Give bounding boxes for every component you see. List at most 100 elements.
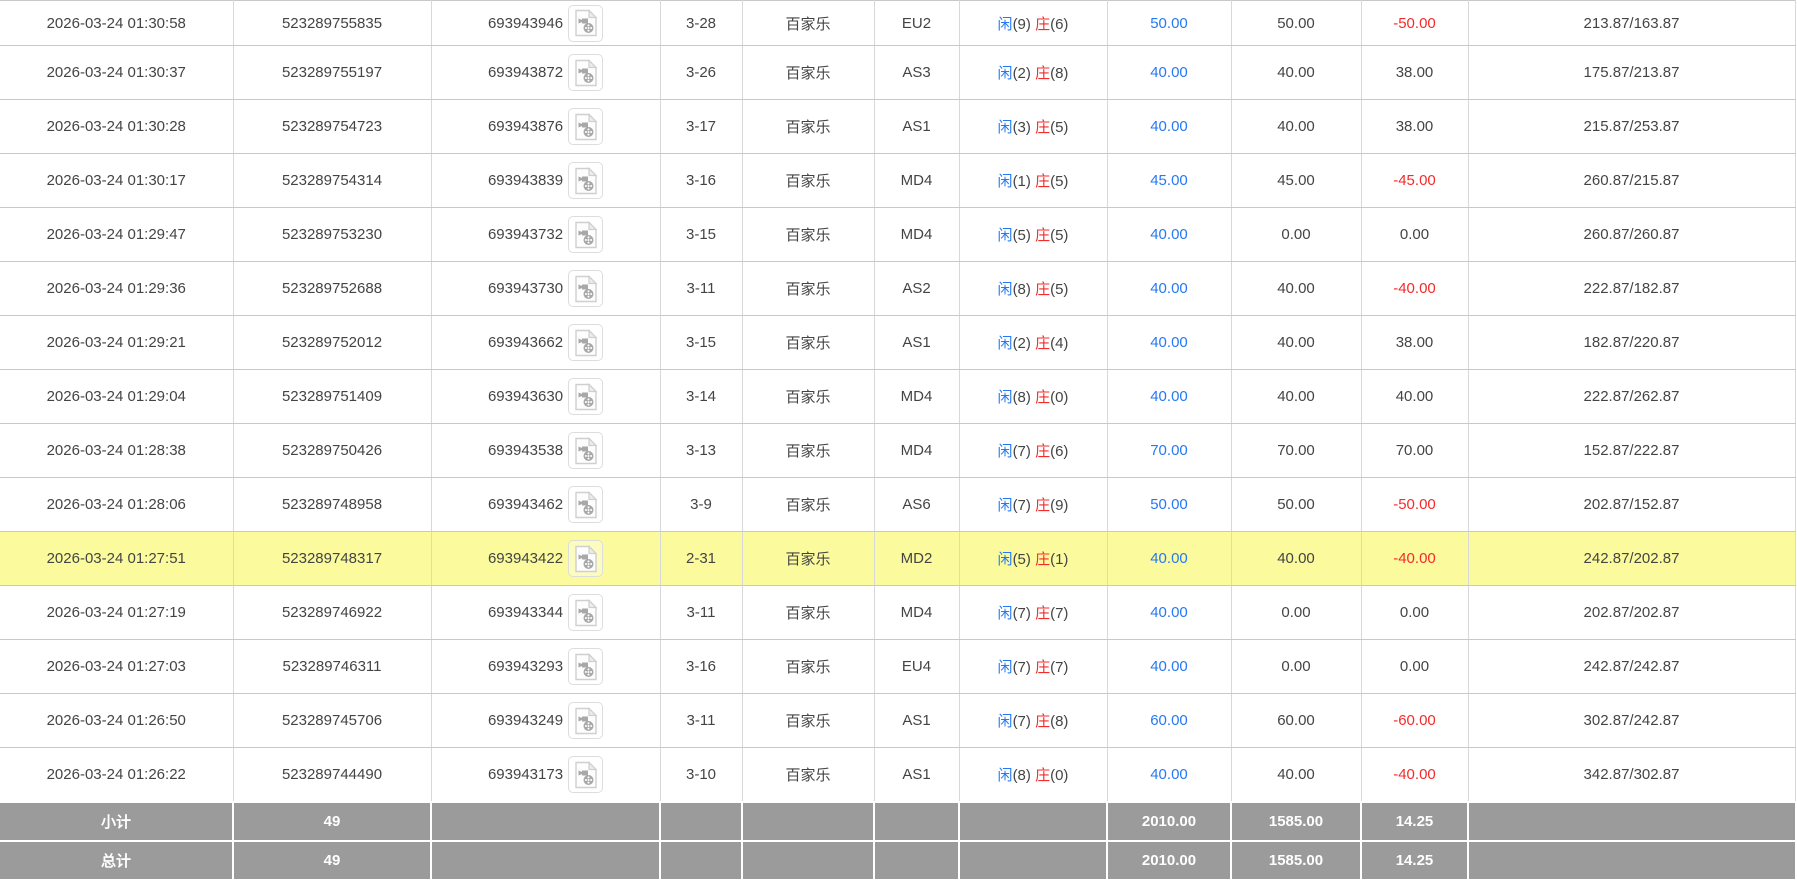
result-banker-score: (9): [1050, 497, 1069, 514]
video-replay-button[interactable]: [568, 486, 604, 523]
cell-bet-id: 523289750426: [233, 423, 432, 478]
result-player-label: 闲: [997, 713, 1013, 730]
cell-bet-amount: 40.00: [1107, 639, 1232, 694]
result-banker-score: (5): [1050, 173, 1069, 190]
cell-winloss: -40.00: [1361, 261, 1469, 316]
video-replay-button[interactable]: [568, 324, 604, 361]
game-id-wrap: 693943872: [488, 54, 604, 91]
cell-result: 闲(2) 庄(4): [959, 315, 1108, 370]
cell-result: 闲(9) 庄(6): [959, 0, 1108, 46]
cell-game-id: 693943662: [431, 315, 661, 370]
cell-table-code: MD4: [874, 423, 960, 478]
video-replay-button[interactable]: [568, 162, 604, 199]
result-banker-score: (7): [1050, 659, 1069, 676]
video-replay-button[interactable]: [568, 4, 604, 42]
cell-game-name: 百家乐: [742, 99, 875, 154]
table-row[interactable]: 2026-03-24 01:27:19 523289746922 693943344…: [0, 585, 1796, 640]
cell-game-id: 693943630: [431, 369, 661, 424]
table-row[interactable]: 2026-03-24 01:26:22 523289744490 693943173…: [0, 747, 1796, 803]
result-banker-score: (8): [1050, 713, 1069, 730]
table-row[interactable]: 2026-03-24 01:30:17 523289754314 693943839…: [0, 153, 1796, 208]
summary-row: 总计 49 2010.00 1585.00 14.25: [0, 840, 1795, 881]
summary-empty: [958, 840, 1108, 881]
summary-empty: [1467, 801, 1795, 842]
result-player-label: 闲: [997, 227, 1013, 244]
game-id-wrap: 693943462: [488, 486, 604, 523]
table-row[interactable]: 2026-03-24 01:28:06 523289748958 693943462…: [0, 477, 1796, 532]
result-banker-score: (0): [1050, 767, 1069, 784]
video-replay-button[interactable]: [568, 378, 604, 415]
summary-label: 小计: [0, 801, 234, 842]
result-player-label: 闲: [997, 767, 1013, 784]
table-row[interactable]: 2026-03-24 01:29:47 523289753230 693943732…: [0, 207, 1796, 262]
video-replay-button[interactable]: [568, 432, 604, 469]
cell-game-id: 693943293: [431, 639, 661, 694]
cell-valid-amount: 40.00: [1231, 315, 1362, 370]
video-file-icon: [574, 544, 598, 573]
table-row-selected[interactable]: 2026-03-24 01:27:51 523289748317 693943422…: [0, 531, 1796, 586]
video-replay-button[interactable]: [568, 594, 604, 631]
video-replay-button[interactable]: [568, 54, 604, 91]
table-row[interactable]: 2026-03-24 01:29:36 523289752688 693943730…: [0, 261, 1796, 316]
video-replay-button[interactable]: [568, 108, 604, 145]
table-row[interactable]: 2026-03-24 01:28:38 523289750426 693943538…: [0, 423, 1796, 478]
cell-bet-id: 523289744490: [233, 747, 432, 803]
summary-row: 小计 49 2010.00 1585.00 14.25: [0, 801, 1795, 842]
cell-bet-amount: 40.00: [1107, 747, 1232, 803]
result-banker-label: 庄: [1035, 281, 1051, 298]
cell-time: 2026-03-24 01:30:58: [0, 0, 234, 46]
video-file-icon: [574, 166, 598, 195]
video-replay-button[interactable]: [568, 270, 604, 307]
cell-bet-id: 523289754314: [233, 153, 432, 208]
cell-result: 闲(1) 庄(5): [959, 153, 1108, 208]
summary-winloss-total: 14.25: [1360, 801, 1469, 842]
video-replay-button[interactable]: [568, 216, 604, 253]
cell-round: 3-16: [660, 639, 743, 694]
cell-game-id: 693943344: [431, 585, 661, 640]
cell-time: 2026-03-24 01:28:06: [0, 477, 234, 532]
game-id-value: 693943249: [487, 712, 564, 729]
video-file-icon: [574, 760, 598, 789]
game-id-value: 693943538: [487, 442, 564, 459]
cell-bet-id: 523289752012: [233, 315, 432, 370]
table-row[interactable]: 2026-03-24 01:29:04 523289751409 693943630…: [0, 369, 1796, 424]
cell-round: 3-11: [660, 693, 743, 748]
cell-result: 闲(7) 庄(7): [959, 639, 1108, 694]
cell-round: 3-11: [660, 585, 743, 640]
cell-table-code: MD4: [874, 369, 960, 424]
video-replay-button[interactable]: [568, 756, 604, 793]
video-replay-button[interactable]: [568, 648, 604, 685]
cell-winloss: 0.00: [1361, 207, 1469, 262]
table-row[interactable]: 2026-03-24 01:29:21 523289752012 693943662…: [0, 315, 1796, 370]
cell-table-code: MD2: [874, 531, 960, 586]
cell-table-code: AS6: [874, 477, 960, 532]
cell-bet-id: 523289754723: [233, 99, 432, 154]
cell-balance: 215.87/253.87: [1468, 99, 1796, 154]
cell-bet-amount: 60.00: [1107, 693, 1232, 748]
summary-empty: [741, 840, 875, 881]
cell-table-code: AS1: [874, 315, 960, 370]
cell-bet-amount: 40.00: [1107, 315, 1232, 370]
cell-game-name: 百家乐: [742, 585, 875, 640]
cell-result: 闲(5) 庄(1): [959, 531, 1108, 586]
cell-table-code: AS2: [874, 261, 960, 316]
table-row[interactable]: 2026-03-24 01:27:03 523289746311 693943293…: [0, 639, 1796, 694]
result-banker-score: (8): [1050, 65, 1069, 82]
video-replay-button[interactable]: [568, 540, 604, 577]
table-row[interactable]: 2026-03-24 01:30:28 523289754723 693943876…: [0, 99, 1796, 154]
video-file-icon: [574, 598, 598, 627]
table-row[interactable]: 2026-03-24 01:26:50 523289745706 693943249…: [0, 693, 1796, 748]
result-player-score: (7): [1012, 659, 1031, 676]
table-row[interactable]: 2026-03-24 01:30:58 523289755835 693943946…: [0, 0, 1796, 46]
cell-winloss: -50.00: [1361, 477, 1469, 532]
table-row[interactable]: 2026-03-24 01:30:37 523289755197 693943872…: [0, 45, 1796, 100]
result-player-label: 闲: [997, 443, 1013, 460]
cell-valid-amount: 40.00: [1231, 261, 1362, 316]
cell-round: 3-15: [660, 207, 743, 262]
cell-game-name: 百家乐: [742, 747, 875, 803]
cell-time: 2026-03-24 01:26:50: [0, 693, 234, 748]
result-banker-score: (1): [1050, 551, 1069, 568]
video-replay-button[interactable]: [568, 702, 604, 739]
cell-game-id: 693943876: [431, 99, 661, 154]
summary-empty: [1467, 840, 1795, 881]
